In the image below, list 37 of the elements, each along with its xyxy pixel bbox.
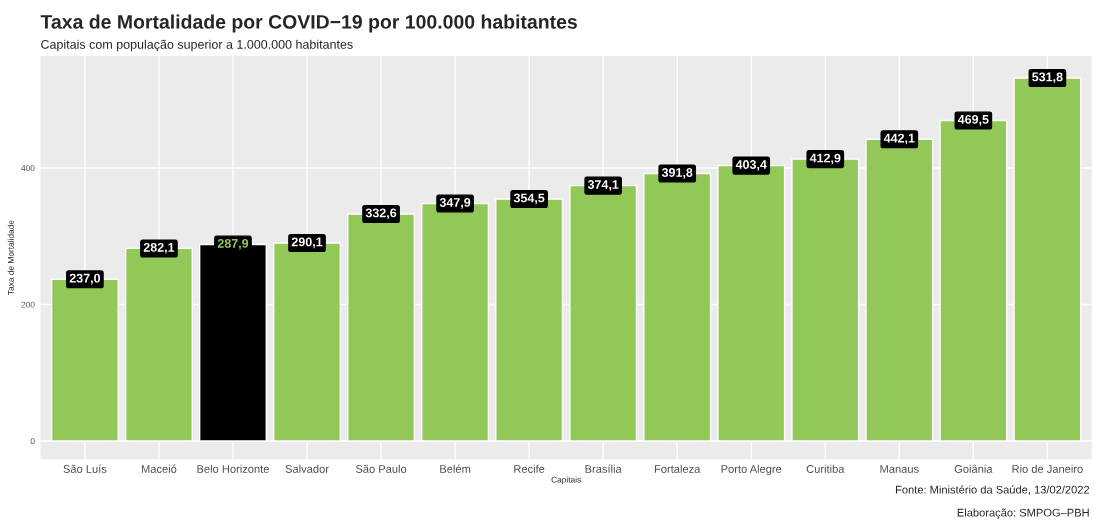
x-tick-label: Belo Horizonte bbox=[197, 464, 269, 473]
data-label: 354,5 bbox=[513, 193, 545, 205]
x-axis-title: Capitais bbox=[551, 476, 581, 485]
x-tick-label: Rio de Janeiro bbox=[1012, 464, 1083, 473]
y-tick-label: 200 bbox=[21, 301, 35, 308]
data-label: 332,6 bbox=[365, 208, 397, 220]
data-label: 237,0 bbox=[69, 273, 101, 285]
data-label: 403,4 bbox=[735, 160, 767, 171]
y-tick-label: 400 bbox=[21, 165, 35, 172]
data-label: 469,5 bbox=[957, 114, 989, 126]
x-tick-label: Goiânia bbox=[954, 464, 993, 473]
y-axis-title: Taxa de Mortalidade bbox=[7, 220, 14, 295]
x-tick-label: Salvador bbox=[285, 464, 329, 473]
chart-subtitle: Capitais com população superior a 1.000.000 habitantes bbox=[41, 39, 353, 52]
x-tick-label: Manaus bbox=[880, 465, 919, 473]
data-label: 442,1 bbox=[883, 133, 915, 145]
data-label: 287,9 bbox=[217, 238, 249, 250]
x-tick-label: Maceió bbox=[141, 464, 177, 473]
y-tick-label: 0 bbox=[30, 438, 35, 445]
data-label: 412,9 bbox=[809, 153, 841, 165]
data-label: 282,1 bbox=[143, 242, 175, 254]
data-label: 374,1 bbox=[587, 180, 619, 191]
x-tick-label: Recife bbox=[514, 464, 545, 473]
data-label: 531,8 bbox=[1032, 72, 1063, 84]
chart-title: Taxa de Mortalidade por COVID−19 por 100.000 habitantes bbox=[40, 14, 577, 33]
x-tick-label: Belém bbox=[440, 464, 471, 473]
data-label: 347,9 bbox=[439, 198, 471, 209]
x-tick-label: São Paulo bbox=[355, 464, 407, 473]
x-tick-label: Porto Alegre bbox=[721, 464, 782, 476]
data-label: 391,8 bbox=[661, 168, 693, 179]
source-note: Fonte: Ministério da Saúde, 13/02/2022 bbox=[895, 485, 1090, 495]
x-tick-label: São Luís bbox=[63, 464, 107, 473]
x-tick-label: Brasília bbox=[585, 464, 622, 473]
x-tick-label: Fortaleza bbox=[654, 464, 701, 473]
data-label: 290,1 bbox=[291, 237, 323, 249]
x-tick-label: Curitiba bbox=[806, 464, 845, 473]
text: Elaboração: SMPOG–PBH bbox=[957, 508, 1089, 519]
